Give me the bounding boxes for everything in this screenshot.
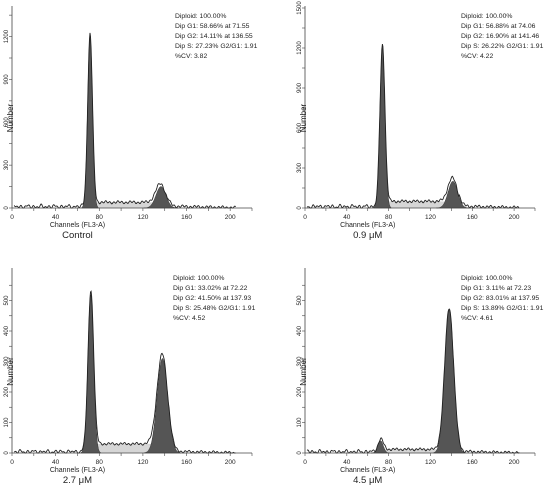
x-tick-label: 160 (181, 214, 192, 221)
s-phase-area (87, 202, 164, 208)
stats-line: Diploid: 100.00% (175, 13, 226, 20)
y-tick-label: 900 (297, 82, 303, 93)
y-tick-label: 500 (4, 295, 10, 306)
stats-line: Dip G1: 56.88% at 74.06 (461, 23, 536, 30)
g1-peak-area (371, 440, 390, 454)
x-tick-label: 120 (425, 214, 436, 221)
stats-line: %CV: 4.52 (173, 315, 205, 322)
y-axis-label: Number (299, 357, 308, 386)
x-axis-label: Channels (FL3-A) (340, 222, 395, 229)
x-tick-label: 80 (385, 459, 393, 466)
y-axis-label: Number (6, 357, 15, 386)
x-tick-label: 0 (303, 214, 307, 221)
y-tick-label: 300 (4, 356, 10, 367)
x-tick-label: 200 (225, 214, 236, 221)
x-tick-label: 40 (343, 214, 351, 221)
histogram-curve (306, 44, 520, 209)
y-tick-label: 600 (297, 122, 303, 133)
stats-line: Diploid: 100.00% (461, 13, 512, 20)
x-tick-label: 200 (509, 214, 520, 221)
x-axis-label: Channels (FL3-A) (340, 467, 395, 474)
histogram-curve (306, 308, 520, 454)
condition-label: 0.9 μM (353, 230, 382, 241)
histogram-panel-3: 0 40 80 120 160 200 0 100 200 300 400 500 Channels (… (4, 268, 256, 486)
y-axis-label: Number (299, 103, 308, 132)
histogram-panel-1: 0 40 80 120 160 200 0 300 600 900 1200 Channels (FL… (4, 6, 258, 241)
x-tick-label: 0 (303, 459, 307, 466)
stats-line: Dip G1: 3.11% at 72.23 (461, 285, 531, 292)
y-tick-label: 900 (4, 74, 10, 85)
y-tick-label: 600 (4, 117, 10, 128)
y-tick-label: 200 (4, 386, 10, 397)
y-tick-label: 300 (297, 162, 303, 173)
y-tick-label: 1500 (297, 1, 303, 15)
x-tick-label: 40 (52, 214, 60, 221)
g2-peak-area (143, 358, 182, 454)
y-tick-label: 300 (4, 159, 10, 170)
stats-line: Dip G2: 14.11% at 136.55 (175, 33, 253, 40)
y-axis-label: Number (6, 103, 15, 132)
g1-peak-area (81, 36, 99, 209)
g2-peak-area (436, 181, 470, 209)
stats-line: Diploid: 100.00% (173, 275, 224, 282)
y-tick-label: 100 (297, 417, 303, 428)
y-tick-label: 500 (297, 295, 303, 306)
x-tick-label: 40 (343, 459, 351, 466)
x-tick-label: 0 (10, 459, 14, 466)
histogram-panel-4: 0 40 80 120 160 200 0 100 200 300 400 500 Channels (… (297, 268, 544, 486)
s-phase-area (88, 443, 165, 453)
y-tick-label: 1200 (4, 29, 10, 43)
y-tick-label: 100 (4, 417, 10, 428)
condition-label: Control (62, 230, 93, 241)
g2-peak-area (433, 309, 466, 454)
x-tick-label: 80 (96, 459, 104, 466)
stats-line: Dip S: 26.22% G2/G1: 1.91 (461, 43, 544, 50)
condition-label: 4.5 μM (353, 475, 382, 486)
y-tick-label: 0 (4, 206, 10, 210)
condition-label: 2.7 μM (63, 475, 92, 486)
x-tick-label: 160 (467, 459, 478, 466)
stats-line: Dip S: 25.48% G2/G1: 1.91 (173, 305, 256, 312)
y-tick-label: 400 (4, 325, 10, 336)
stats-line: %CV: 4.22 (461, 53, 493, 60)
y-tick-label: 0 (4, 451, 10, 455)
stats-line: Dip G2: 41.50% at 137.93 (173, 295, 251, 302)
s-phase-area (378, 449, 452, 453)
y-tick-label: 0 (297, 451, 303, 455)
x-axis-label: Channels (FL3-A) (50, 222, 105, 229)
g2-peak-area (143, 186, 179, 209)
g1-peak-area (80, 293, 102, 454)
stats-line: %CV: 3.82 (175, 53, 207, 60)
stats-line: Dip G2: 83.01% at 137.95 (461, 295, 539, 302)
x-tick-label: 0 (10, 214, 14, 221)
y-tick-label: 0 (297, 206, 303, 210)
y-tick-label: 400 (297, 325, 303, 336)
x-tick-label: 160 (467, 214, 478, 221)
y-tick-label: 300 (297, 356, 303, 367)
x-tick-label: 40 (52, 459, 60, 466)
stats-line: %CV: 4.61 (461, 315, 493, 322)
y-tick-label: 1200 (297, 41, 303, 55)
x-tick-label: 80 (385, 214, 393, 221)
s-phase-area (380, 201, 455, 208)
stats-line: Dip S: 27.23% G2/G1: 1.91 (175, 43, 258, 50)
x-tick-label: 200 (225, 459, 236, 466)
x-tick-label: 200 (509, 459, 520, 466)
stats-line: Dip G2: 16.90% at 141.46 (461, 33, 539, 40)
stats-line: Dip G1: 58.66% at 71.55 (175, 23, 250, 30)
x-tick-label: 120 (425, 459, 436, 466)
stats-line: Dip S: 13.89% G2/G1: 1.91 (461, 305, 544, 312)
stats-line: Diploid: 100.00% (461, 275, 512, 282)
g1-peak-area (373, 47, 392, 209)
y-tick-label: 200 (297, 386, 303, 397)
x-tick-label: 80 (96, 214, 104, 221)
stats-line: Dip G1: 33.02% at 72.22 (173, 285, 248, 292)
x-tick-label: 120 (137, 214, 148, 221)
x-axis-label: Channels (FL3-A) (50, 467, 105, 474)
x-tick-label: 120 (137, 459, 148, 466)
histogram-panel-2: 0 40 80 120 160 200 0 300 600 900 1200 1500 Channels… (297, 1, 544, 241)
x-tick-label: 160 (181, 459, 192, 466)
